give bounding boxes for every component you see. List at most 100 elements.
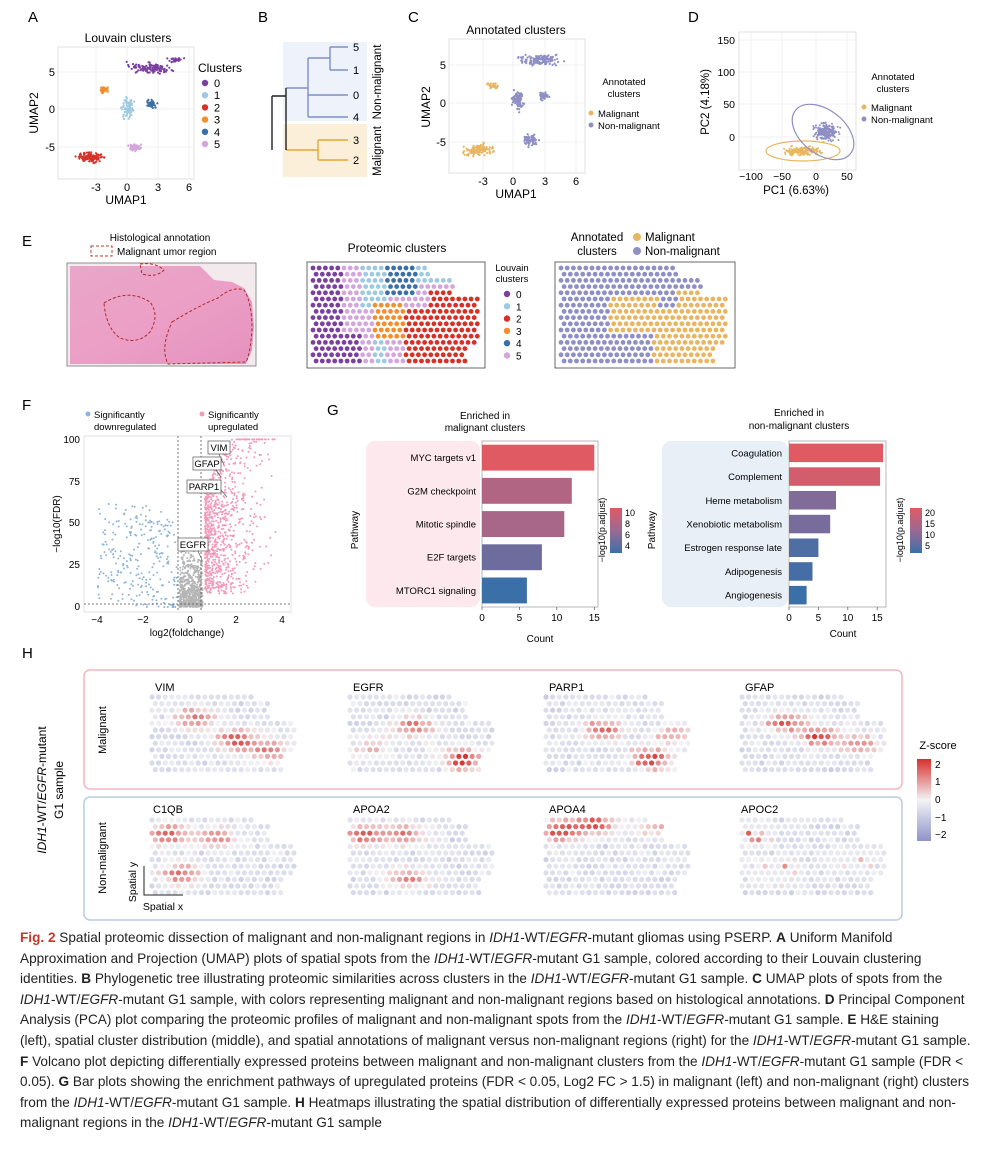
spot [225,740,231,746]
spot [655,760,661,766]
spot [639,767,645,773]
spot [162,747,168,753]
data-point-cluster-4 [152,103,155,106]
data-point-nonmalignant [829,133,832,136]
spot [172,740,178,746]
spot [271,753,277,760]
spot [629,321,635,327]
spot [818,694,824,700]
panel-h: H IDH1-WT/EGFR-mutant G1 sample Malignan… [22,645,957,921]
spot [848,701,854,707]
spot [198,753,205,760]
data-point-up [223,572,226,575]
spot [580,271,586,277]
spot [388,358,393,364]
spot [606,740,612,746]
data-point-nonmalignant [519,101,522,104]
panel-label: E [22,233,32,250]
spot [291,727,297,733]
spot [606,753,612,760]
data-point-cluster-1 [130,99,133,102]
spot [433,720,439,727]
spot [156,760,162,766]
data-point-insignificant [186,592,189,595]
bar [482,577,527,604]
legend-entry: 3 [516,327,522,338]
x-tick-label: 0 [510,176,516,188]
spot [619,767,625,773]
spot [449,767,455,773]
data-point-down [105,543,108,546]
data-point-down [163,601,165,604]
data-point-up [238,561,241,563]
spot [629,284,635,289]
data-point-cluster-2 [88,160,91,163]
spot [609,694,615,700]
spot [248,720,254,727]
data-point-cluster-0 [147,61,150,64]
spot [602,315,607,320]
spot [338,358,344,364]
data-point-up [205,493,208,496]
spot [673,296,679,302]
data-point-up [212,536,214,539]
spot [222,747,228,753]
spot [319,271,325,277]
spot [670,302,675,308]
data-point-cluster-0 [152,64,155,67]
data-point-up [230,450,233,453]
spot [212,753,218,760]
spot [393,720,399,727]
data-point-insignificant [189,560,192,563]
data-point-up [249,445,251,447]
spot [313,321,319,327]
data-point-down [131,554,134,557]
spot [612,714,618,720]
spot [409,302,415,308]
category-label: Coagulation [731,448,782,459]
spot [377,727,383,733]
spot [431,358,437,364]
spot [710,358,716,364]
data-point-down [121,593,124,596]
spot [228,707,234,713]
data-point-up [223,509,226,512]
data-point-nonmalignant [554,64,558,67]
data-point-insignificant [196,583,198,586]
spot [310,290,316,296]
data-point-down [146,591,149,593]
spot [416,352,421,358]
spot [431,309,437,314]
spot [665,727,671,733]
spot [387,720,393,727]
data-point-cluster-5 [133,146,136,149]
data-point-up [227,557,229,560]
data-point-up [243,590,246,593]
spot [313,333,319,339]
data-point-down [140,513,142,516]
spot [208,707,214,713]
spot [645,727,651,733]
spot [288,720,294,727]
spot [385,340,390,345]
spot [660,358,666,364]
data-point-down [152,574,155,576]
spot [429,753,436,760]
spot [350,284,356,289]
spot [635,694,642,700]
data-point-cluster-1 [127,102,130,105]
spot [482,727,488,733]
spot [360,734,366,740]
data-point-nonmalignant [539,91,542,94]
data-point-malignant [801,153,804,156]
data-point-malignant [811,148,814,151]
spot [629,309,635,314]
data-point-insignificant [185,590,188,593]
data-point-cluster-2 [83,157,86,160]
spot [185,714,191,720]
spot [664,340,669,345]
he-image [66,262,257,367]
spot [332,271,338,277]
spot [453,327,458,333]
spot [564,302,570,308]
